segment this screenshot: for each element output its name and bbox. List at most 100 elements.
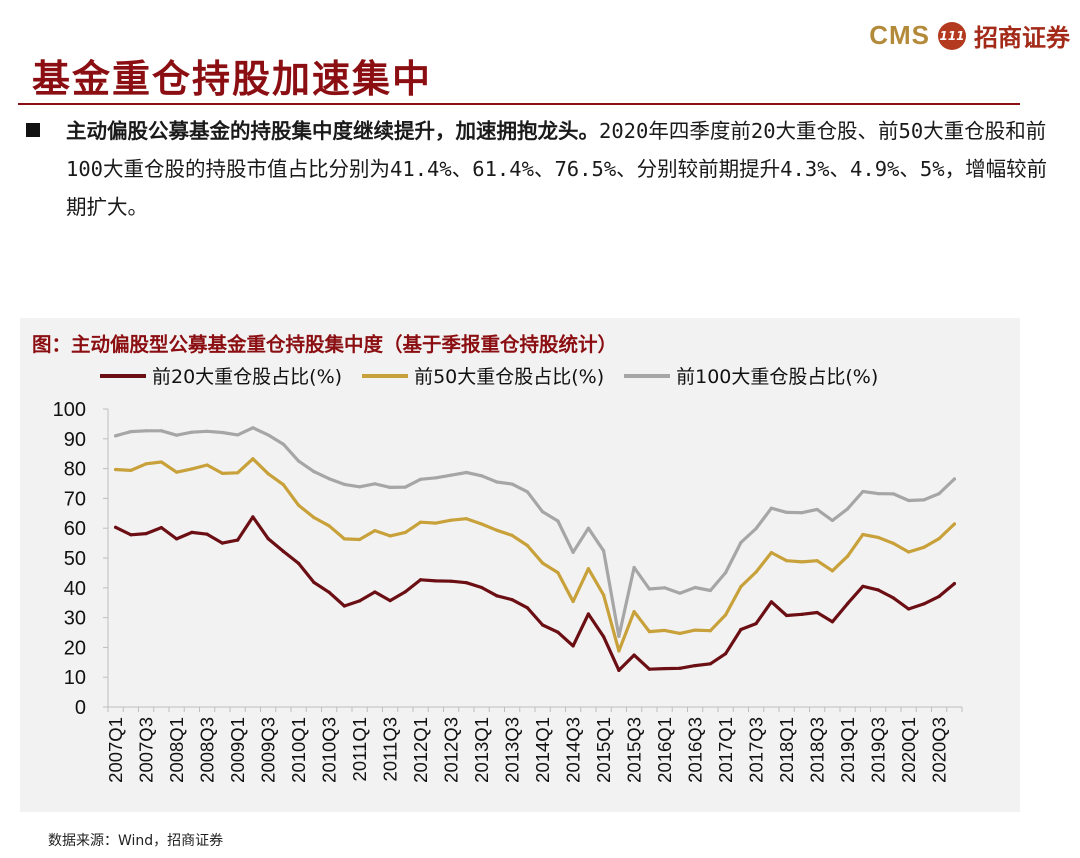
x-tick-label: 2020Q1	[898, 717, 919, 783]
data-point-series-1	[724, 652, 728, 656]
chart-panel	[20, 318, 1020, 812]
data-point-series-1	[510, 598, 514, 602]
data-point-series-3	[205, 429, 209, 433]
data-point-series-1	[541, 623, 545, 627]
data-point-series-3	[861, 489, 865, 494]
brand-logo: CMS 111 招商证券	[869, 18, 1070, 53]
data-point-series-3	[236, 433, 240, 437]
data-point-series-2	[495, 528, 499, 532]
data-point-series-3	[525, 490, 529, 494]
data-point-series-3	[449, 473, 453, 477]
x-tick-label: 2015Q1	[593, 717, 614, 783]
data-point-series-2	[815, 559, 819, 563]
data-point-series-3	[952, 477, 956, 481]
data-point-series-3	[510, 482, 514, 486]
data-point-series-3	[785, 510, 789, 515]
data-point-series-3	[190, 430, 194, 434]
data-point-series-1	[342, 604, 346, 608]
x-tick-label: 2011Q3	[380, 717, 401, 781]
data-point-series-3	[876, 492, 880, 496]
data-point-series-1	[129, 533, 133, 537]
data-point-series-3	[266, 433, 270, 437]
data-point-series-1	[205, 532, 209, 536]
data-point-series-2	[800, 560, 804, 564]
data-point-series-3	[297, 459, 301, 463]
x-tick-label: 2015Q3	[624, 717, 645, 783]
data-point-series-1	[281, 549, 285, 554]
data-point-series-2	[846, 554, 850, 558]
data-point-series-2	[281, 483, 285, 487]
data-point-series-2	[647, 630, 651, 634]
y-tick-label: 0	[75, 697, 86, 719]
data-point-series-2	[129, 468, 133, 472]
x-tick-label: 2014Q1	[532, 717, 553, 783]
data-point-series-3	[800, 511, 804, 515]
x-tick-label: 2016Q1	[654, 717, 675, 783]
logo-cms-text: CMS	[869, 20, 930, 50]
x-tick-label: 2017Q3	[746, 717, 767, 783]
legend-label-top50: 前50大重仓股占比(%)	[414, 366, 605, 388]
data-point-series-3	[175, 433, 179, 437]
data-point-series-3	[403, 485, 407, 489]
y-tick-label: 40	[64, 578, 86, 600]
y-tick-label: 50	[64, 548, 86, 570]
y-tick-label: 80	[64, 459, 86, 481]
data-point-series-2	[556, 571, 560, 575]
data-point-series-1	[891, 596, 895, 600]
data-point-series-1	[800, 612, 804, 616]
data-point-series-2	[251, 457, 255, 461]
data-point-series-1	[251, 515, 255, 519]
data-point-series-1	[632, 653, 636, 657]
data-point-series-2	[175, 470, 179, 474]
data-point-series-1	[754, 621, 758, 626]
data-point-series-3	[281, 442, 285, 446]
logo-company-name: 招商证券	[974, 23, 1070, 52]
data-point-series-1	[876, 588, 880, 592]
data-point-series-2	[205, 463, 209, 467]
data-point-series-1	[236, 538, 240, 542]
data-point-series-2	[632, 610, 636, 614]
data-point-series-1	[739, 627, 743, 632]
x-tick-label: 2010Q3	[319, 717, 340, 783]
data-point-series-2	[434, 521, 438, 525]
y-tick-label: 90	[64, 429, 86, 451]
x-tick-label: 2014Q3	[563, 717, 584, 783]
legend-item-top50: 前50大重仓股占比(%)	[362, 362, 604, 389]
y-tick-label: 60	[64, 518, 86, 540]
data-point-series-2	[144, 462, 148, 466]
data-point-series-2	[114, 467, 118, 472]
x-tick-label: 2011Q1	[349, 717, 370, 781]
data-point-series-2	[480, 522, 484, 526]
title-divider	[18, 103, 1020, 105]
data-point-series-1	[815, 610, 819, 615]
y-tick-label: 70	[64, 488, 86, 510]
data-point-series-1	[830, 620, 834, 624]
data-point-series-1	[434, 579, 438, 583]
data-point-series-3	[724, 571, 728, 575]
data-point-series-3	[708, 588, 712, 593]
data-point-series-2	[419, 520, 423, 524]
data-point-series-2	[830, 569, 834, 573]
data-point-series-2	[571, 599, 575, 604]
data-point-series-1	[907, 607, 911, 611]
data-point-series-2	[159, 460, 163, 464]
x-tick-label: 2009Q1	[227, 717, 248, 783]
data-point-series-3	[602, 549, 606, 553]
data-point-series-2	[586, 567, 590, 571]
data-point-series-1	[449, 579, 453, 583]
data-point-series-2	[464, 517, 468, 521]
data-point-series-3	[678, 591, 682, 595]
chart-title: 图：主动偏股型公募基金重仓持股集中度（基于季报重仓持股统计）	[32, 333, 618, 356]
data-point-series-2	[617, 649, 621, 653]
data-point-series-1	[419, 578, 423, 582]
data-point-series-2	[236, 471, 240, 475]
data-point-series-1	[708, 662, 712, 666]
data-point-series-1	[937, 594, 941, 599]
data-point-series-2	[327, 524, 331, 528]
legend-item-top100: 前100大重仓股占比(%)	[624, 362, 878, 389]
data-source-note: 数据来源：Wind，招商证券	[48, 833, 224, 849]
data-point-series-2	[785, 559, 789, 563]
legend-swatch-top50	[362, 373, 409, 378]
data-point-series-2	[525, 543, 529, 548]
data-point-series-2	[678, 631, 682, 635]
